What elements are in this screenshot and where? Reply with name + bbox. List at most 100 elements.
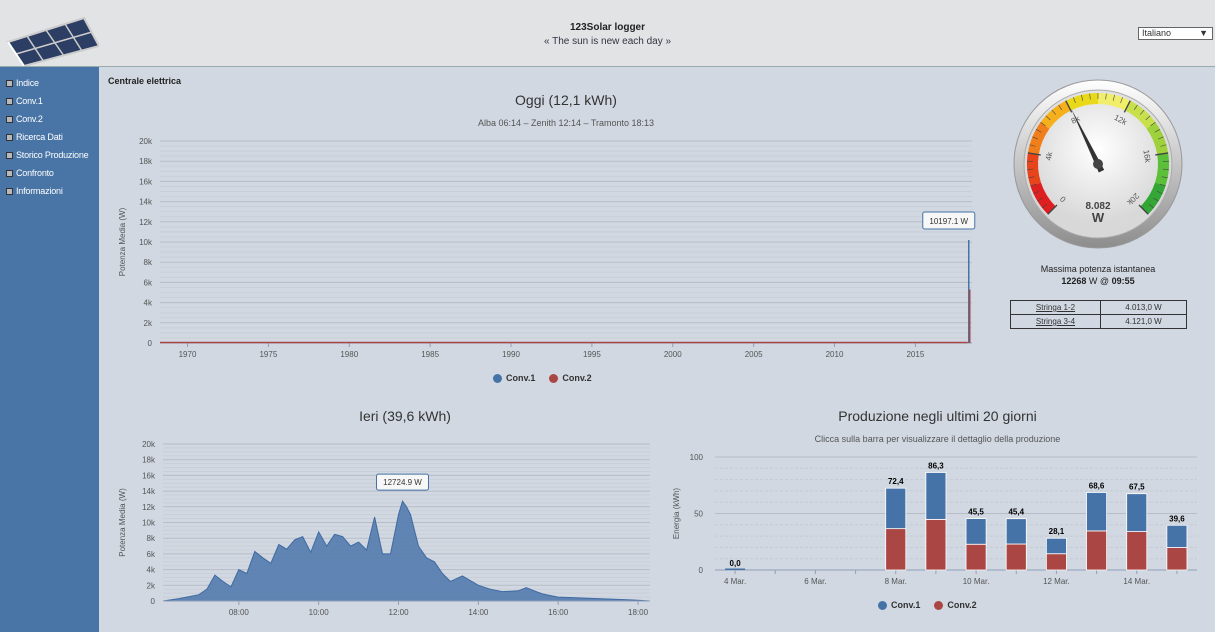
gauge-tick	[1159, 183, 1166, 187]
bar-conv1[interactable]	[1086, 492, 1108, 532]
gauge-tick	[1081, 94, 1084, 101]
bar-conv2[interactable]	[1086, 530, 1108, 571]
y-tick-label: 14k	[139, 198, 153, 207]
gauge-tick	[1037, 197, 1043, 202]
max-power-value: 12268 W @ 09:55	[1010, 276, 1186, 286]
legend-item-conv1[interactable]: Conv.1	[878, 600, 920, 610]
sidebar-item-informazioni[interactable]: Informazioni	[6, 184, 63, 198]
legend-item-conv2[interactable]: Conv.2	[549, 373, 592, 383]
gauge-color-band	[1125, 100, 1156, 129]
x-tick-label: 12:00	[389, 608, 410, 617]
gauge-color-band	[1040, 100, 1071, 129]
sidebar-item-indice[interactable]: Indice	[6, 76, 39, 90]
x-tick-label: 4 Mar.	[724, 577, 746, 586]
gauge-tick	[1035, 129, 1042, 133]
bar-conv2[interactable]	[925, 518, 947, 571]
series-dot-icon	[493, 373, 502, 383]
x-tick-label: 1985	[421, 350, 439, 359]
bar-total-label: 0,0	[730, 559, 742, 568]
string-name-link[interactable]: Stringa 3-4	[1010, 314, 1101, 329]
sidebar-item-conv2[interactable]: Conv.2	[6, 112, 43, 126]
x-tick-label: 14 Mar.	[1123, 577, 1150, 586]
today-chart-title: Oggi (12,1 kWh)	[515, 92, 617, 108]
string-power-value: 4.121,0 W	[1100, 314, 1187, 329]
gauge-tick	[1045, 115, 1051, 121]
gauge-tick	[1047, 204, 1058, 215]
x-tick-label: 10:00	[309, 608, 330, 617]
today-chart-subtitle: Alba 06:14 – Zenith 12:14 – Tramonto 18:…	[477, 118, 655, 128]
gauge-tick	[1138, 204, 1149, 215]
gauge-tick	[1105, 93, 1107, 100]
gauge-tick	[1153, 197, 1159, 202]
sidebar-item-label: Informazioni	[16, 186, 63, 196]
x-tick-label: 2010	[826, 350, 844, 359]
x-tick-label: 14:00	[468, 608, 489, 617]
today-chart[interactable]: 0 2k 4k 6k 8k 10k 12k 14k 16k 18k 20k 1970 1975 1980 1…	[105, 130, 985, 365]
gauge-color-band	[1140, 182, 1166, 215]
bar-conv1[interactable]	[885, 487, 907, 530]
max-power-time: 09:55	[1111, 276, 1135, 286]
x-tick-label: 12 Mar.	[1043, 577, 1070, 586]
gauge-tick	[1028, 176, 1035, 179]
bar-total-label: 45,5	[968, 508, 984, 517]
bullet-icon	[6, 79, 13, 87]
yesterday-area	[162, 499, 651, 602]
tooltip-text: 10197.1 W	[929, 217, 968, 226]
language-select[interactable]: Italiano ▼	[1138, 27, 1213, 40]
tooltip-box	[922, 211, 976, 230]
series-dot-icon	[878, 600, 887, 610]
legend-item-conv1[interactable]: Conv.1	[493, 373, 535, 383]
tooltip-text: 12724.9 W	[383, 478, 422, 487]
bar-conv1[interactable]	[1166, 524, 1188, 548]
bar-conv1[interactable]	[1045, 537, 1067, 555]
header: 123Solar logger « The sun is new each da…	[0, 0, 1215, 67]
chevron-down-icon: ▼	[1199, 28, 1208, 38]
production-chart-title: Produzione negli ultimi 20 giorni	[838, 408, 1037, 424]
gauge-tick	[1120, 97, 1123, 104]
sidebar-item-label: Conv.1	[16, 96, 43, 106]
yesterday-chart[interactable]: 0 2k 4k 6k 8k 10k 12k 14k 16k 18k 20k Potenza Media…	[105, 430, 660, 632]
sidebar-item-confronto[interactable]: Confronto	[6, 166, 54, 180]
gauge-tick	[1157, 136, 1164, 140]
bar-conv2[interactable]	[1005, 543, 1027, 571]
bar-conv2[interactable]	[1166, 547, 1188, 571]
sidebar-item-label: Conv.2	[16, 114, 43, 124]
bar-total-label: 45,4	[1008, 508, 1024, 517]
bar-conv1[interactable]	[965, 518, 987, 545]
x-tick-label: 16:00	[548, 608, 569, 617]
sidebar-item-conv1[interactable]: Conv.1	[6, 94, 43, 108]
sidebar: Indice Conv.1 Conv.2 Ricerca Dati Storic…	[0, 67, 99, 632]
bar-conv2[interactable]	[965, 543, 987, 571]
gauge-color-band	[1030, 182, 1056, 215]
legend-item-conv2[interactable]: Conv.2	[934, 600, 977, 610]
gauge-tick	[1089, 93, 1091, 100]
gauge-tick	[1154, 129, 1161, 133]
string-power-value: 4.013,0 W	[1100, 300, 1187, 315]
tooltip-box	[376, 473, 430, 491]
string-name-link[interactable]: Stringa 1-2	[1010, 300, 1101, 315]
bar-conv1[interactable]	[925, 472, 947, 520]
y-tick-label: 100	[690, 453, 704, 462]
gauge-tick	[1073, 97, 1076, 104]
sidebar-item-storico-produzione[interactable]: Storico Produzione	[6, 148, 89, 162]
x-tick-label: 2005	[745, 350, 763, 359]
production-chart[interactable]: 0 50 100 Energia (kWh) 4 Mar. 0,0 6 Mar. 8 Mar.…	[665, 445, 1210, 595]
x-tick-label: 08:00	[229, 608, 250, 617]
bar-conv2[interactable]	[1126, 531, 1148, 571]
bar-conv1[interactable]	[1005, 518, 1027, 545]
bar-conv1	[725, 568, 746, 570]
legend-label: Conv.1	[506, 373, 536, 383]
bar-conv2[interactable]	[1045, 553, 1067, 571]
gauge-tick	[1150, 122, 1156, 127]
x-tick-label: 1980	[340, 350, 358, 359]
bar-conv1[interactable]	[1126, 493, 1148, 532]
bar-conv2[interactable]	[885, 528, 907, 571]
bar-total-label: 67,5	[1129, 483, 1145, 492]
series-dot-icon	[549, 373, 559, 383]
y-tick-label: 0	[151, 597, 156, 606]
gauge-tick	[1123, 100, 1131, 113]
x-tick-label: 1995	[583, 350, 601, 359]
bullet-icon	[6, 115, 13, 123]
gauge-value-text: 8.082	[1085, 201, 1110, 212]
sidebar-item-ricerca-dati[interactable]: Ricerca Dati	[6, 130, 63, 144]
